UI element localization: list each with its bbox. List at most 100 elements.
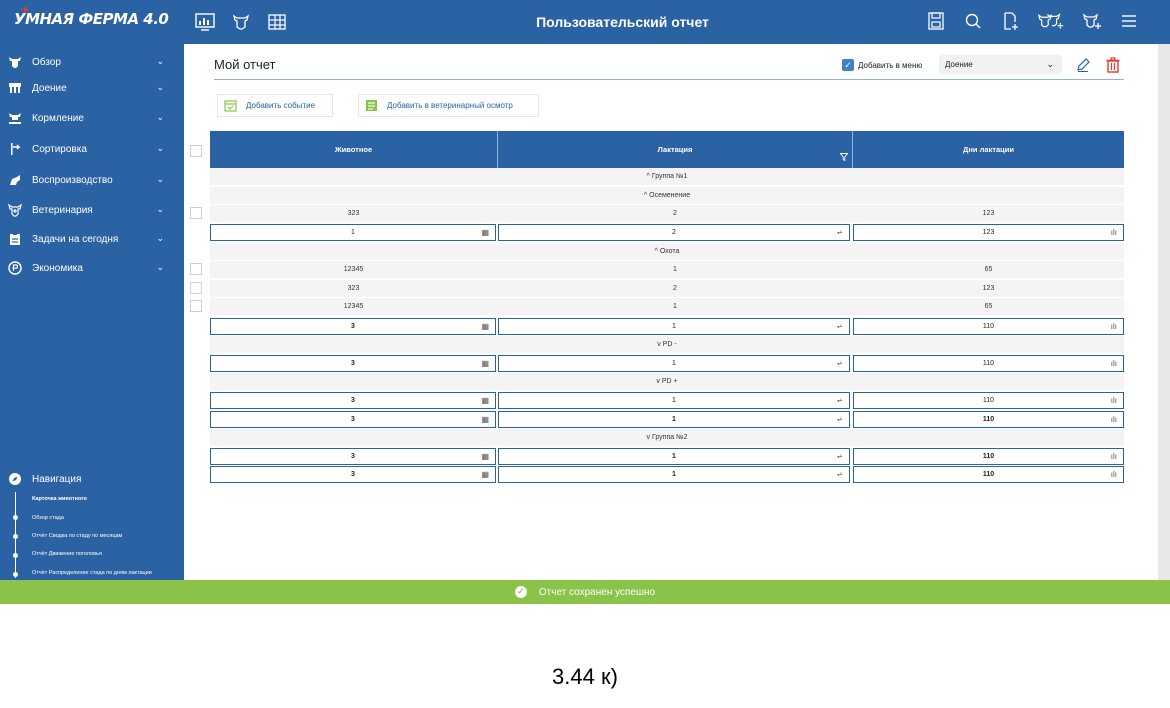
filter-icon[interactable] (840, 153, 848, 161)
trend-icon[interactable]: ⩫ (836, 359, 843, 368)
sidebar-item-label: Экономика (32, 262, 83, 274)
herd-add-icon[interactable] (1036, 11, 1066, 31)
trend-icon[interactable]: ⩫ (836, 228, 843, 237)
group-row-group2[interactable]: v Группа №2 (210, 429, 1124, 446)
add-file-icon[interactable] (999, 11, 1021, 31)
row-checkbox[interactable] (190, 207, 202, 219)
summary-cell-lactation[interactable]: 1 ⩫ (498, 448, 850, 465)
table-row[interactable]: 323 2 123 (190, 205, 1124, 222)
nav-link-herd-monthly[interactable]: Отчёт Сводка по стаду по месяцам (32, 533, 123, 539)
summary-cell-lactation-days[interactable]: 110 ılı (853, 448, 1124, 465)
summary-value: 1 (672, 416, 676, 423)
bar-chart-icon[interactable]: ılı (1110, 322, 1117, 331)
row-checkbox[interactable] (190, 263, 202, 275)
column-header-animal[interactable]: Животное (334, 145, 373, 154)
summary-cell-lactation[interactable]: 1 ⩫ (498, 318, 850, 335)
cow-icon[interactable] (230, 12, 252, 32)
count-icon[interactable]: ▦ (481, 470, 489, 479)
trend-icon[interactable]: ⩫ (836, 415, 843, 424)
total-cell-animal[interactable]: 3 ▦ (210, 466, 496, 483)
subgroup-row-pd-plus[interactable]: v PD + (210, 373, 1124, 390)
report-title[interactable]: Мой отчет (214, 57, 276, 72)
sidebar-item-feeding[interactable]: Кормление ⌄ (0, 106, 184, 130)
add-to-menu-toggle[interactable]: ✓ Добавить в меню (842, 59, 922, 71)
sidebar-item-reproduction[interactable]: Воспроизводство ⌄ (0, 168, 184, 192)
sidebar-item-milking[interactable]: Доение ⌄ (0, 76, 184, 100)
subgroup-row-hunt[interactable]: ^ Охота (210, 243, 1124, 260)
summary-cell-animal[interactable]: 3 ▦ (210, 355, 496, 372)
summary-cell-animal[interactable]: 3 ▦ (210, 411, 496, 428)
bar-chart-icon[interactable]: ılı (1110, 452, 1117, 461)
total-cell-lactation-days[interactable]: 110 ılı (853, 466, 1124, 483)
save-icon[interactable] (925, 11, 947, 31)
group-row-group1[interactable]: ^ Группа №1 (210, 168, 1124, 185)
nav-link-livestock-movement[interactable]: Отчёт Движение поголовья (32, 551, 102, 557)
nav-link-lactation-distribution[interactable]: Отчёт Распределение стада по дням лактац… (32, 570, 152, 576)
chevron-down-icon: ⌄ (156, 204, 164, 214)
summary-cell-lactation-days[interactable]: 110 ılı (853, 355, 1124, 372)
table-row[interactable]: 12345 1 65 (190, 298, 1124, 315)
summary-cell-lactation-days[interactable]: 110 ılı (853, 392, 1124, 409)
sidebar-item-veterinary[interactable]: Ветеринария ⌄ (0, 198, 184, 222)
summary-cell-lactation[interactable]: 1 ⩫ (498, 355, 850, 372)
summary-cell-animal[interactable]: 3 ▦ (210, 392, 496, 409)
add-vet-exam-button[interactable]: Добавить в ветеринарный осмотр (358, 94, 539, 117)
add-to-menu-checkbox[interactable]: ✓ (842, 59, 854, 71)
count-icon[interactable]: ▦ (481, 415, 489, 424)
summary-cell-lactation-days[interactable]: 123 ılı (853, 224, 1124, 241)
bar-chart-icon[interactable]: ılı (1110, 470, 1117, 479)
summary-cell-lactation[interactable]: 2 ⩫ (498, 224, 850, 241)
table-row[interactable]: 12345 1 65 (190, 261, 1124, 278)
select-all-checkbox[interactable] (190, 145, 202, 157)
edit-icon[interactable] (1075, 57, 1091, 73)
vertical-scrollbar[interactable] (1158, 44, 1170, 580)
count-icon[interactable]: ▦ (481, 359, 489, 368)
dashboard-icon[interactable] (194, 12, 216, 32)
summary-cell-animal[interactable]: 3 ▦ (210, 318, 496, 335)
column-header-lactation[interactable]: Лактация (657, 145, 693, 154)
bar-chart-icon[interactable]: ılı (1110, 228, 1117, 237)
summary-cell-animal[interactable]: 1 ▦ (210, 224, 496, 241)
menu-section-select[interactable]: Доение ⌄ (939, 55, 1062, 74)
column-header-lactation-days[interactable]: Дни лактации (963, 145, 1014, 154)
sidebar-item-sorting[interactable]: Сортировка ⌄ (0, 137, 184, 161)
subgroup-row-pd-minus[interactable]: v PD - (210, 336, 1124, 353)
app-logo[interactable]: УМНАЯ ФЕРМА 4.0 (14, 10, 169, 28)
summary-cell-lactation[interactable]: 1 ⩫ (498, 411, 850, 428)
navigation-header[interactable]: Навигация (0, 468, 184, 490)
trash-icon[interactable] (1105, 57, 1121, 73)
trend-icon[interactable]: ⩫ (836, 470, 843, 479)
count-icon[interactable]: ▦ (481, 322, 489, 331)
sidebar-item-economy[interactable]: Экономика ⌄ (0, 256, 184, 280)
summary-cell-lactation-days[interactable]: 110 ılı (853, 411, 1124, 428)
summary-cell-animal[interactable]: 3 ▦ (210, 448, 496, 465)
trend-icon[interactable]: ⩫ (836, 452, 843, 461)
nav-link-animal-card[interactable]: Карточка животного (32, 496, 87, 502)
reproduction-icon (8, 173, 22, 187)
cow-add-icon[interactable] (1081, 11, 1103, 31)
count-icon[interactable]: ▦ (481, 452, 489, 461)
grid-icon[interactable] (266, 12, 288, 32)
search-icon[interactable] (962, 11, 984, 31)
total-cell-lactation[interactable]: 1 ⩫ (498, 466, 850, 483)
summary-cell-lactation-days[interactable]: 110 ılı (853, 318, 1124, 335)
chevron-down-icon: ⌄ (1046, 59, 1054, 69)
row-checkbox[interactable] (190, 300, 202, 312)
trend-icon[interactable]: ⩫ (836, 396, 843, 405)
table-row[interactable]: 323 2 123 (190, 280, 1124, 297)
summary-value: 1 (672, 323, 676, 330)
row-checkbox[interactable] (190, 282, 202, 294)
bar-chart-icon[interactable]: ılı (1110, 359, 1117, 368)
subgroup-row-insemination[interactable]: ^ Осеменение (210, 187, 1124, 204)
trend-icon[interactable]: ⩫ (836, 322, 843, 331)
hamburger-menu-icon[interactable] (1118, 11, 1140, 31)
add-event-button[interactable]: Добавить событие (217, 94, 333, 117)
sidebar-item-tasks[interactable]: Задачи на сегодня ⌄ (0, 227, 184, 251)
bar-chart-icon[interactable]: ılı (1110, 396, 1117, 405)
bar-chart-icon[interactable]: ılı (1110, 415, 1117, 424)
summary-cell-lactation[interactable]: 1 ⩫ (498, 392, 850, 409)
count-icon[interactable]: ▦ (481, 396, 489, 405)
sidebar-item-overview[interactable]: Обзор ⌄ (0, 50, 184, 74)
count-icon[interactable]: ▦ (481, 228, 489, 237)
nav-link-herd-overview[interactable]: Обзор стада (32, 515, 64, 521)
